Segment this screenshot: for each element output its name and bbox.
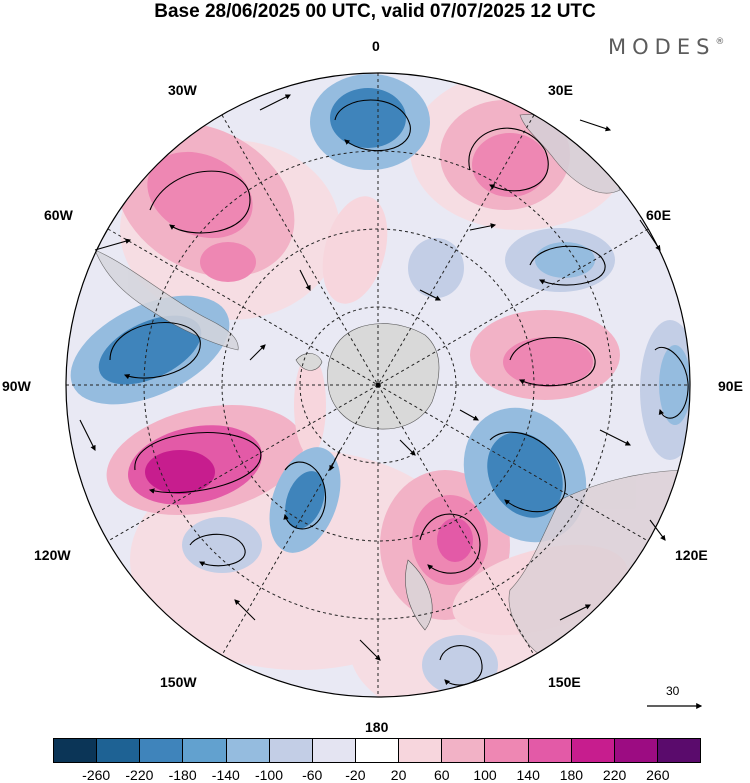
colorbar-tick-label: -220: [125, 767, 154, 783]
wind-vectors: [79, 94, 689, 686]
colorbar-segment: [355, 739, 400, 762]
colorbar-tick-label: -260: [82, 767, 111, 783]
colorbar-tick-label: 60: [434, 767, 450, 783]
lon-label-150e: 150E: [548, 674, 581, 690]
colorbar: [53, 738, 701, 763]
colorbar-segment: [571, 739, 615, 762]
lon-label-0: 0: [372, 38, 380, 54]
colorbar-tick-label: 260: [646, 767, 670, 783]
lon-label-120e: 120E: [675, 547, 708, 563]
colorbar-segment: [485, 739, 529, 762]
lon-label-30w: 30W: [168, 82, 197, 98]
map-title: Base 28/06/2025 00 UTC, valid 07/07/2025…: [154, 1, 596, 22]
modes-logo: MODES®: [608, 35, 725, 59]
colorbar-segment: [312, 739, 356, 762]
lon-label-30e: 30E: [548, 82, 573, 98]
colorbar-segment: [269, 739, 313, 762]
colorbar-tick-label: -180: [168, 767, 197, 783]
colorbar-tick-label: 180: [559, 767, 584, 783]
colorbar-segment: [399, 739, 443, 762]
lon-label-120w: 120W: [34, 547, 71, 563]
colorbar-tick-label: -20: [345, 767, 366, 783]
colorbar-tick-label: 220: [602, 767, 627, 783]
lon-label-180: 180: [365, 719, 389, 735]
colorbar-segment: [97, 739, 141, 762]
colorbar-segment: [54, 739, 98, 762]
lon-label-90w: 90W: [2, 378, 31, 394]
colorbar-segment: [140, 739, 184, 762]
colorbar-segment: [183, 739, 227, 762]
colorbar-tick-label: -60: [302, 767, 323, 783]
colorbar-tick-label: 100: [473, 767, 497, 783]
lon-label-150w: 150W: [160, 674, 197, 690]
lon-label-60w: 60W: [44, 207, 73, 223]
colorbar-segment: [614, 739, 658, 762]
lon-label-90e: 90E: [718, 378, 743, 394]
reference-vector-label: 30: [666, 684, 680, 698]
colorbar-tick-label: 140: [516, 767, 540, 783]
colorbar-tick-label: -100: [254, 767, 284, 783]
colorbar-segment: [442, 739, 486, 762]
colorbar-segment: [528, 739, 572, 762]
colorbar-segment: [226, 739, 270, 762]
colorbar-tick-label: -140: [211, 767, 240, 783]
colorbar-tick-label: 20: [390, 767, 407, 783]
map-boundary: [65, 72, 691, 698]
colorbar-segment: [657, 739, 701, 762]
lon-label-60e: 60E: [646, 207, 671, 223]
pole-marker: [375, 382, 381, 388]
